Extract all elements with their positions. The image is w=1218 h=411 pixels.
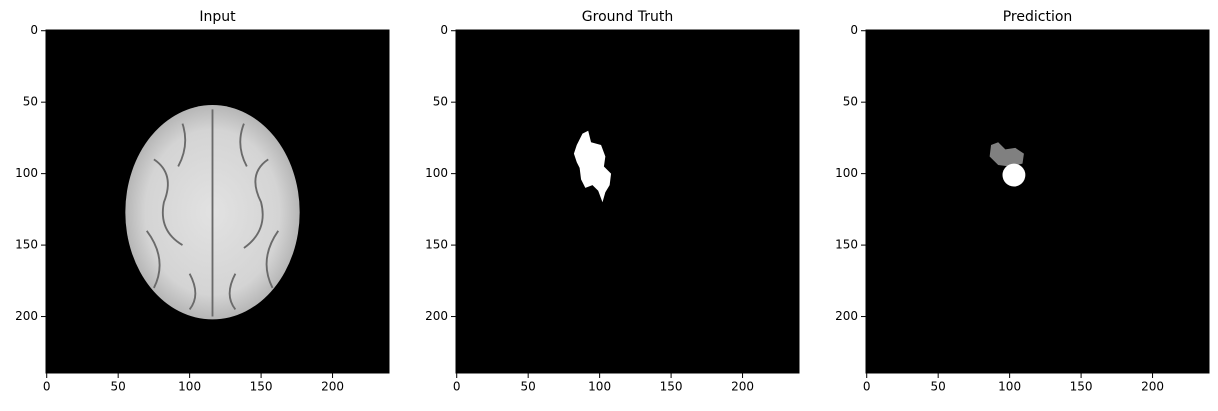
y-tick-label: 200 <box>425 309 448 323</box>
panel-title: Input <box>199 9 236 25</box>
y-tick-label: 150 <box>835 238 858 252</box>
x-tick-label: 0 <box>43 380 51 394</box>
y-tick-label: 50 <box>23 95 38 109</box>
y-tick-label: 50 <box>433 95 448 109</box>
x-tick-label: 200 <box>1141 380 1164 394</box>
x-tick-label: 150 <box>250 380 273 394</box>
x-tick-label: 50 <box>521 380 536 394</box>
panel-title: Ground Truth <box>582 9 673 25</box>
y-tick-label: 0 <box>440 23 448 37</box>
y-tick-label: 0 <box>30 23 38 37</box>
y-tick-label: 50 <box>843 95 858 109</box>
axes-frame <box>865 29 1210 374</box>
x-tick-label: 200 <box>321 380 344 394</box>
y-tick-label: 150 <box>15 238 38 252</box>
x-tick-label: 50 <box>931 380 946 394</box>
x-tick-label: 200 <box>731 380 754 394</box>
panel-title: Prediction <box>1003 9 1073 25</box>
x-tick-label: 0 <box>453 380 461 394</box>
x-tick-label: 100 <box>178 380 201 394</box>
x-tick-label: 150 <box>660 380 683 394</box>
x-tick-label: 100 <box>588 380 611 394</box>
y-tick-label: 200 <box>15 309 38 323</box>
x-tick-label: 50 <box>111 380 126 394</box>
y-tick-label: 100 <box>425 166 448 180</box>
y-tick-label: 200 <box>835 309 858 323</box>
y-tick-label: 150 <box>425 238 448 252</box>
axes-frame <box>455 29 800 374</box>
image <box>456 30 799 373</box>
image <box>46 30 389 373</box>
x-tick-label: 100 <box>998 380 1021 394</box>
x-tick-label: 150 <box>1070 380 1093 394</box>
axes-frame <box>45 29 390 374</box>
y-tick-label: 0 <box>850 23 858 37</box>
y-tick-label: 100 <box>835 166 858 180</box>
image <box>866 30 1209 373</box>
x-tick-label: 0 <box>863 380 871 394</box>
y-tick-label: 100 <box>15 166 38 180</box>
